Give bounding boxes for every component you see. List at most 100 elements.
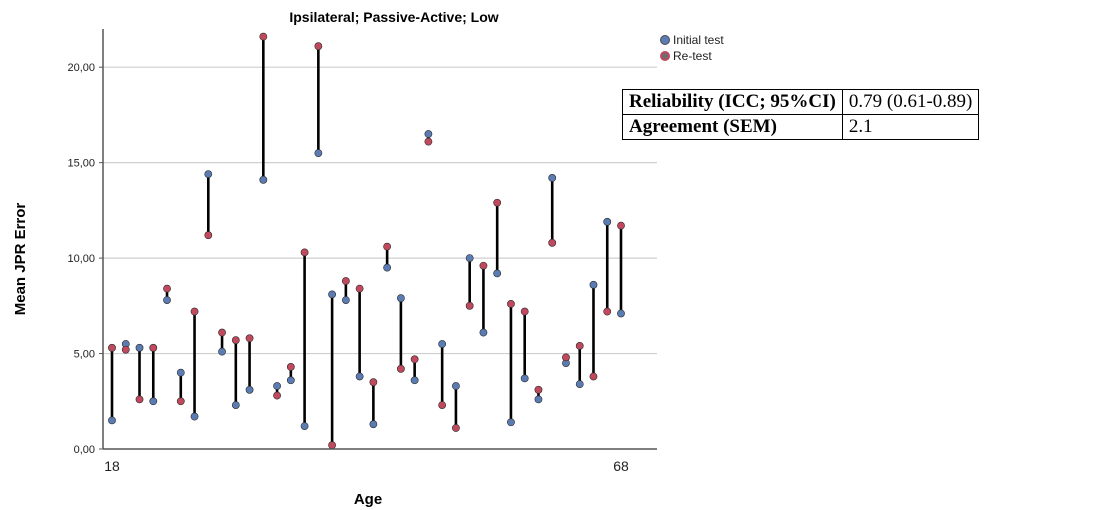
- re-test-point: [520, 307, 529, 316]
- chart-title: Ipsilateral; Passive-Active; Low: [289, 9, 498, 25]
- initial-test-point: [108, 416, 116, 425]
- legend-item-initial-test: Initial test: [660, 32, 724, 48]
- re-test-point: [424, 137, 433, 146]
- initial-test-point: [259, 175, 268, 184]
- re-test-point: [355, 284, 364, 293]
- x-axis-label: Age: [354, 491, 382, 508]
- re-test-point: [245, 334, 254, 343]
- initial-test-point: [245, 385, 254, 394]
- initial-test-point: [603, 217, 612, 226]
- x-axis-ticks: 18 68: [104, 458, 629, 474]
- initial-test-point: [149, 397, 158, 406]
- initial-test-point: [273, 382, 281, 390]
- re-test-point: [108, 343, 116, 352]
- re-test-point: [341, 277, 350, 285]
- initial-test-point: [286, 376, 295, 385]
- stats-row-reliability: Reliability (ICC; 95%CI) 0.79 (0.61-0.89…: [622, 89, 980, 115]
- re-test-point: [286, 363, 295, 371]
- initial-test-point: [300, 422, 309, 430]
- re-test-point: [231, 336, 240, 345]
- initial-test-point: [163, 296, 171, 304]
- re-test-point: [135, 395, 144, 404]
- re-test-point: [396, 364, 405, 373]
- re-test-point: [149, 343, 158, 352]
- initial-test-point: [135, 343, 144, 352]
- initial-test-point: [452, 382, 460, 390]
- initial-test-point: [575, 380, 584, 388]
- re-test-point: [617, 221, 625, 230]
- initial-test-point: [589, 280, 598, 289]
- stats-label-reliability: Reliability (ICC; 95%CI): [622, 89, 843, 115]
- re-test-point: [493, 198, 502, 207]
- initial-test-point: [617, 309, 625, 318]
- y-tick-label: 5,00: [74, 349, 95, 361]
- re-test-point: [204, 231, 213, 240]
- initial-test-point: [355, 372, 364, 381]
- re-test-point: [603, 307, 612, 316]
- initial-test-point: [438, 340, 447, 348]
- initial-test-point: [479, 328, 488, 337]
- initial-test-point: [176, 368, 185, 377]
- y-tick-label: 20,00: [67, 62, 95, 74]
- initial-test-point: [341, 296, 350, 304]
- initial-test-point: [204, 170, 213, 178]
- re-test-point: [589, 372, 598, 381]
- re-test-point: [479, 261, 488, 270]
- initial-test-point: [493, 269, 502, 278]
- initial-test-point: [383, 263, 392, 272]
- re-test-point: [507, 300, 515, 308]
- re-test-point: [452, 424, 460, 432]
- re-test-point: [328, 441, 337, 450]
- legend-item-re-test: Re-test: [660, 48, 724, 64]
- re-test-point: [218, 328, 226, 337]
- re-test-point: [548, 238, 557, 247]
- y-tick-label: 15,00: [67, 158, 95, 170]
- re-test-point: [369, 378, 378, 387]
- legend-marker-initial-test: [660, 35, 670, 45]
- re-test-point: [410, 355, 419, 364]
- re-test-point: [383, 242, 392, 251]
- initial-test-point: [231, 401, 240, 409]
- chart-legend: Initial test Re-test: [660, 32, 724, 64]
- initial-test-point: [190, 412, 199, 421]
- legend-label-initial-test: Initial test: [673, 33, 724, 47]
- stats-value-reliability: 0.79 (0.61-0.89): [841, 89, 980, 115]
- y-axis-ticks: 0,00 5,00 10,00 15,00 20,00: [67, 62, 103, 456]
- re-test-point: [273, 391, 281, 400]
- re-test-point: [438, 401, 447, 409]
- re-test-point: [121, 345, 130, 354]
- re-test-point: [534, 385, 543, 394]
- legend-marker-re-test: [660, 51, 670, 61]
- gridlines: [103, 66, 657, 355]
- initial-test-point: [369, 420, 378, 429]
- initial-test-point: [520, 374, 529, 383]
- x-tick-label: 68: [613, 458, 629, 474]
- stats-label-agreement: Agreement (SEM): [622, 114, 843, 140]
- data-points: [108, 32, 625, 450]
- re-test-point: [190, 307, 199, 316]
- re-test-point: [465, 301, 474, 310]
- re-test-point: [562, 353, 570, 362]
- re-test-point: [300, 248, 309, 257]
- re-test-point: [259, 32, 268, 41]
- y-tick-label: 10,00: [67, 253, 95, 265]
- initial-test-point: [218, 347, 226, 356]
- re-test-point: [176, 397, 185, 406]
- legend-label-re-test: Re-test: [673, 49, 712, 63]
- initial-test-point: [534, 395, 543, 404]
- connector-lines: [110, 36, 623, 446]
- re-test-point: [163, 284, 171, 293]
- initial-test-point: [314, 149, 323, 157]
- initial-test-point: [410, 376, 419, 385]
- y-tick-label: 0,00: [74, 444, 95, 456]
- initial-test-point: [424, 130, 433, 138]
- y-axis-label: Mean JPR Error: [12, 203, 29, 316]
- stats-table: Reliability (ICC; 95%CI) 0.79 (0.61-0.89…: [622, 89, 980, 140]
- re-test-point: [314, 42, 323, 51]
- initial-test-point: [507, 418, 515, 427]
- initial-test-point: [548, 174, 557, 182]
- initial-test-point: [396, 294, 405, 303]
- initial-test-point: [328, 290, 337, 299]
- x-tick-label: 18: [104, 458, 120, 474]
